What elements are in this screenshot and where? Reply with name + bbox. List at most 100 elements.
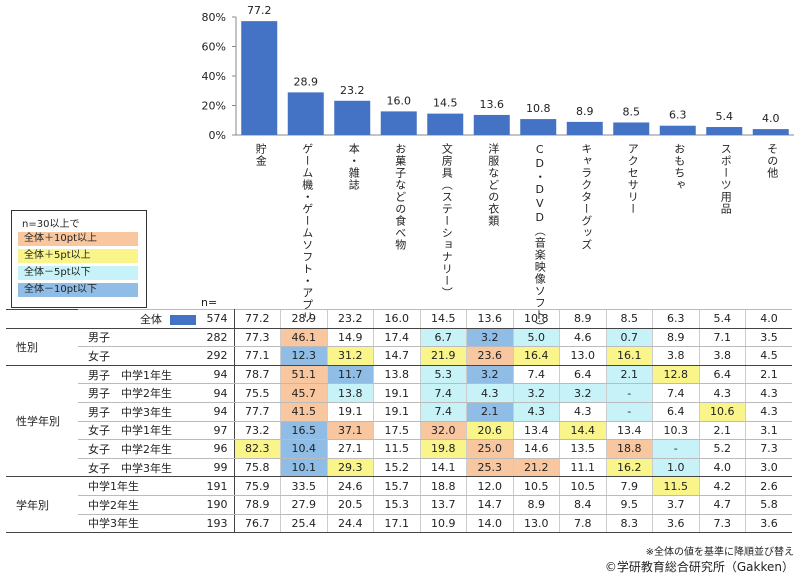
y-tick-label: 40% bbox=[202, 70, 226, 83]
bar-value-label: 16.0 bbox=[387, 94, 412, 107]
value-cell: 20.5 bbox=[326, 494, 374, 515]
value-cell: 5.0 bbox=[512, 327, 560, 348]
y-tick-label: 80% bbox=[202, 11, 226, 24]
bar-value-label: 6.3 bbox=[669, 109, 687, 122]
value-cell: 18.8 bbox=[419, 476, 467, 496]
value-cell: 7.8 bbox=[559, 513, 606, 534]
category-label: お菓子などの食べ物 bbox=[393, 143, 407, 251]
value-cell: 77.1 bbox=[233, 346, 281, 366]
value-cell: 33.5 bbox=[280, 476, 327, 496]
value-cell: 11.1 bbox=[559, 457, 606, 478]
y-tick-label: 60% bbox=[202, 41, 226, 54]
value-cell: - bbox=[605, 383, 653, 403]
table-row: 全体 574 77.2 28.9 23.2 16.0 14.5 13.6 10.8 8.9 8.5 6… bbox=[6, 309, 792, 329]
value-cell: 11.5 bbox=[373, 439, 420, 459]
value-cell: 75.8 bbox=[233, 457, 281, 478]
sample-size: 292 bbox=[199, 346, 235, 366]
value-cell: 6.4 bbox=[559, 364, 606, 385]
total-series-swatch bbox=[170, 314, 196, 325]
value-cell: 51.1 bbox=[280, 364, 327, 385]
value-cell: 13.5 bbox=[559, 439, 606, 459]
value-cell: 75.5 bbox=[233, 383, 281, 403]
value-cell: 37.1 bbox=[326, 420, 374, 441]
value-cell: 17.1 bbox=[373, 513, 420, 534]
bar-value-label: 8.5 bbox=[623, 105, 641, 118]
value-cell: 4.2 bbox=[698, 476, 746, 496]
value-cell: 7.3 bbox=[698, 513, 746, 534]
value-cell: 13.8 bbox=[326, 383, 374, 403]
value-cell: 13.0 bbox=[512, 513, 560, 534]
value-cell: 7.4 bbox=[652, 383, 699, 403]
value-cell: 16.4 bbox=[512, 346, 560, 366]
value-cell: 10.5 bbox=[512, 476, 560, 496]
value-cell: 2.1 bbox=[745, 364, 792, 385]
row-group-label: 学年別 bbox=[6, 476, 78, 534]
value-cell: 16.0 bbox=[373, 309, 420, 329]
sample-size: 94 bbox=[199, 364, 235, 385]
bar bbox=[287, 92, 324, 135]
table-row: 男子 中学2年生 94 75.5 45.7 13.8 19.1 7.4 4.3 3.2 3.2-7… bbox=[6, 383, 792, 403]
value-cell: 4.3 bbox=[698, 383, 746, 403]
value-cell: 3.6 bbox=[745, 513, 792, 534]
table-row: 中学2年生 190 78.9 27.9 20.5 15.3 13.7 14.7 8.9 8.4 9.… bbox=[6, 494, 792, 515]
value-cell: 8.4 bbox=[559, 494, 606, 515]
value-cell: 7.4 bbox=[419, 383, 467, 403]
value-cell: 14.1 bbox=[419, 457, 467, 478]
value-cell: 14.9 bbox=[326, 327, 374, 348]
category-label: CD・DVD（音楽映像ソフト） bbox=[533, 143, 547, 333]
value-cell: 45.7 bbox=[280, 383, 327, 403]
table-row: 女子 中学3年生 99 75.8 10.1 29.3 15.2 14.1 25.3 21.2 11… bbox=[6, 457, 792, 478]
bar bbox=[427, 113, 464, 135]
value-cell: 31.2 bbox=[326, 346, 374, 366]
legend-item: 全体－10pt以下 bbox=[18, 283, 138, 297]
table-row: 女子 中学2年生 96 82.3 10.4 27.1 11.5 19.8 25.0 14.6 13… bbox=[6, 439, 792, 459]
value-cell: 13.0 bbox=[559, 346, 606, 366]
value-cell: 6.3 bbox=[652, 309, 699, 329]
value-cell: 7.9 bbox=[605, 476, 653, 496]
value-cell: 4.5 bbox=[745, 346, 792, 366]
category-label: おもちゃ bbox=[672, 143, 686, 191]
value-cell: 23.2 bbox=[326, 309, 374, 329]
value-cell: 2.6 bbox=[745, 476, 792, 496]
value-cell: 10.4 bbox=[280, 439, 327, 459]
value-cell: 11.5 bbox=[652, 476, 699, 496]
category-label: 本・雑誌 bbox=[347, 143, 361, 191]
value-cell: 8.5 bbox=[605, 309, 653, 329]
value-cell: 4.3 bbox=[745, 383, 792, 403]
value-cell: 25.4 bbox=[280, 513, 327, 534]
sample-size: 191 bbox=[199, 476, 235, 496]
row-label: 男子 bbox=[78, 327, 199, 348]
sample-size: 574 bbox=[199, 309, 235, 329]
value-cell: 27.9 bbox=[280, 494, 327, 515]
value-cell: 18.8 bbox=[605, 439, 653, 459]
row-group-label: 性学年別 bbox=[6, 364, 78, 478]
legend-item: 全体－5pt以下 bbox=[18, 266, 138, 280]
row-label: 男子 中学2年生 bbox=[78, 383, 199, 403]
value-cell: 25.0 bbox=[466, 439, 513, 459]
value-cell: 8.9 bbox=[652, 327, 699, 348]
bar bbox=[706, 127, 743, 135]
value-cell: 6.4 bbox=[652, 401, 699, 422]
value-cell: 3.0 bbox=[745, 457, 792, 478]
value-cell: 15.2 bbox=[373, 457, 420, 478]
row-label: 全体 bbox=[78, 309, 199, 329]
value-cell: 3.2 bbox=[466, 364, 513, 385]
value-cell: - bbox=[605, 401, 653, 422]
value-cell: 10.8 bbox=[512, 309, 560, 329]
row-label: 女子 bbox=[78, 346, 199, 366]
value-cell: 3.2 bbox=[512, 383, 560, 403]
bar bbox=[380, 111, 417, 135]
sample-size: 96 bbox=[199, 439, 235, 459]
value-cell: 6.4 bbox=[698, 364, 746, 385]
bar-value-label: 4.0 bbox=[762, 112, 780, 125]
value-cell: 3.8 bbox=[652, 346, 699, 366]
value-cell: 28.9 bbox=[280, 309, 327, 329]
legend-item: 全体＋10pt以上 bbox=[18, 232, 138, 246]
legend-title: n=30以上で bbox=[22, 219, 80, 230]
value-cell: 21.2 bbox=[512, 457, 560, 478]
table-row: 性別 男子 282 77.3 46.1 14.9 17.4 6.7 3.2 5.0 4.6 0.7 8.… bbox=[6, 327, 792, 366]
value-cell: 2.1 bbox=[605, 364, 653, 385]
sample-size: 190 bbox=[199, 494, 235, 515]
bar bbox=[752, 129, 789, 135]
value-cell: 77.3 bbox=[233, 327, 281, 348]
